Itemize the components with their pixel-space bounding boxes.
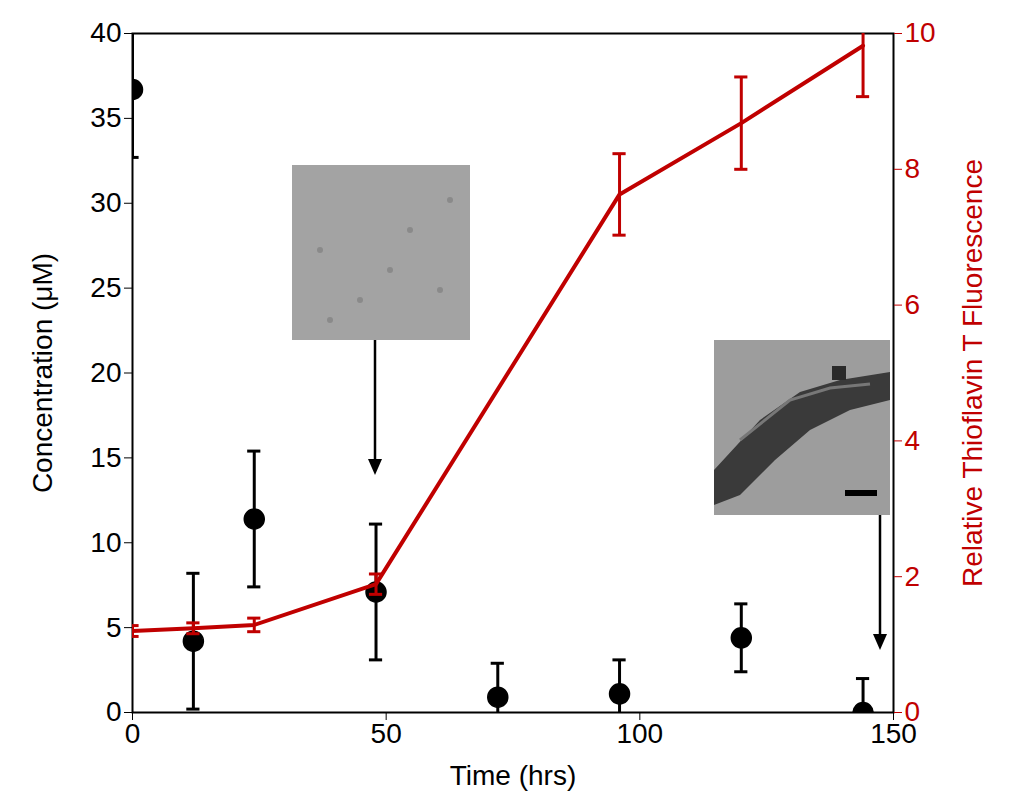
svg-text:10: 10 <box>90 527 121 558</box>
svg-text:Concentration (μM): Concentration (μM) <box>27 253 58 493</box>
svg-text:5: 5 <box>106 612 122 643</box>
svg-text:8: 8 <box>905 153 921 184</box>
svg-text:15: 15 <box>90 442 121 473</box>
svg-text:40: 40 <box>90 17 121 48</box>
svg-text:50: 50 <box>371 718 402 749</box>
svg-text:Time (hrs): Time (hrs) <box>450 760 577 791</box>
svg-text:100: 100 <box>616 718 663 749</box>
svg-text:20: 20 <box>90 357 121 388</box>
svg-text:0: 0 <box>106 696 122 727</box>
svg-text:30: 30 <box>90 187 121 218</box>
svg-text:10: 10 <box>905 17 936 48</box>
svg-text:25: 25 <box>90 272 121 303</box>
svg-text:2: 2 <box>905 561 921 592</box>
svg-text:0: 0 <box>905 696 921 727</box>
svg-text:150: 150 <box>870 718 917 750</box>
svg-text:Relative Thioflavin T Fluoresc: Relative Thioflavin T Fluorescence <box>957 159 988 587</box>
svg-text:4: 4 <box>905 425 921 456</box>
svg-text:6: 6 <box>905 289 921 320</box>
svg-text:35: 35 <box>90 102 121 133</box>
svg-text:0: 0 <box>125 718 141 749</box>
